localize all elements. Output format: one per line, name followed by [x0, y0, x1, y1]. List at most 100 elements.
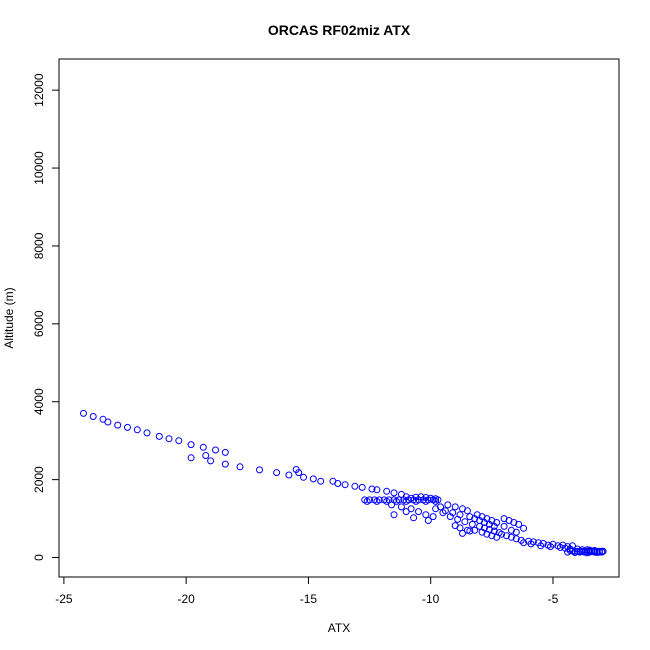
- data-point: [351, 482, 359, 490]
- data-point: [432, 505, 440, 513]
- data-point: [175, 437, 183, 445]
- data-point: [441, 507, 449, 515]
- data-point: [466, 527, 474, 535]
- y-tick-label: 8000: [32, 232, 46, 259]
- data-point: [285, 471, 293, 479]
- data-point: [520, 524, 528, 532]
- data-point: [368, 485, 376, 493]
- data-point: [564, 548, 572, 556]
- x-tick-label: -10: [422, 592, 440, 606]
- data-point: [383, 497, 391, 505]
- data-point: [451, 522, 459, 530]
- data-point: [393, 497, 400, 505]
- data-point: [104, 418, 112, 426]
- data-point: [507, 533, 515, 541]
- data-point: [358, 483, 366, 491]
- data-point: [498, 530, 506, 538]
- data-point: [583, 549, 591, 557]
- data-point: [410, 514, 418, 522]
- data-point: [444, 501, 452, 509]
- data-point: [527, 540, 535, 548]
- data-point: [537, 542, 545, 550]
- x-tick-label: -5: [548, 592, 559, 606]
- data-point: [221, 448, 229, 456]
- data-point: [468, 520, 476, 528]
- data-point: [202, 452, 210, 459]
- x-tick-label: -15: [300, 592, 318, 606]
- data-point: [463, 507, 471, 515]
- data-point: [515, 520, 523, 528]
- data-point: [207, 457, 215, 465]
- plot-frame: [58, 58, 620, 578]
- data-point: [317, 477, 325, 485]
- y-axis: 0 2000 4000 6000 8000 10000 12000: [32, 73, 59, 561]
- data-point: [199, 443, 207, 451]
- data-point: [390, 489, 398, 497]
- data-point: [517, 536, 525, 544]
- data-point: [432, 495, 440, 503]
- data-point: [236, 463, 244, 471]
- x-tick-label: -25: [55, 592, 73, 606]
- y-tick-label: 6000: [32, 310, 46, 337]
- data-point: [417, 493, 425, 501]
- y-tick-label: 12000: [32, 73, 46, 107]
- data-point: [412, 493, 420, 501]
- data-point: [363, 497, 371, 505]
- data-point: [424, 517, 432, 524]
- data-point: [273, 469, 281, 477]
- data-point: [456, 511, 464, 519]
- data-point: [520, 539, 528, 547]
- y-axis-label: Altitude (m): [2, 287, 16, 348]
- data-point: [133, 426, 141, 434]
- data-point: [256, 466, 263, 474]
- data-point: [422, 497, 430, 505]
- y-tick-label: 10000: [32, 151, 46, 185]
- data-point: [341, 481, 349, 489]
- data-point: [483, 530, 491, 538]
- data-point: [402, 508, 410, 516]
- data-point: [591, 548, 598, 556]
- data-point: [493, 533, 501, 541]
- data-point: [143, 429, 151, 437]
- data-point: [598, 548, 606, 556]
- data-point: [221, 460, 229, 468]
- data-point: [503, 532, 510, 540]
- data-point: [429, 513, 437, 521]
- data-points: [80, 409, 607, 557]
- data-point: [451, 503, 459, 511]
- data-point: [488, 532, 496, 540]
- data-point: [412, 497, 420, 505]
- data-point: [432, 497, 440, 505]
- data-point: [212, 446, 219, 454]
- data-point: [388, 501, 396, 509]
- data-point: [547, 543, 554, 551]
- data-point: [449, 509, 457, 517]
- data-point: [187, 441, 195, 449]
- x-tick-label: -20: [177, 592, 195, 606]
- data-point: [595, 548, 603, 556]
- data-point: [476, 522, 484, 530]
- data-point: [576, 548, 584, 556]
- data-point: [422, 511, 430, 519]
- x-axis-label: ATX: [328, 621, 350, 635]
- data-point: [402, 497, 410, 505]
- data-point: [427, 494, 435, 502]
- data-point: [89, 413, 97, 420]
- data-point: [295, 469, 303, 477]
- data-point: [556, 543, 564, 551]
- data-point: [500, 522, 508, 530]
- data-point: [373, 486, 381, 494]
- data-point: [415, 508, 422, 516]
- data-point: [390, 511, 398, 519]
- y-tick-label: 0: [32, 554, 46, 561]
- data-point: [300, 473, 307, 481]
- data-point: [80, 409, 87, 417]
- data-point: [571, 549, 579, 556]
- y-tick-label: 2000: [32, 466, 46, 493]
- data-point: [165, 435, 173, 443]
- data-point: [459, 529, 466, 537]
- data-point: [397, 503, 405, 511]
- data-point: [383, 487, 391, 495]
- data-point: [422, 494, 430, 501]
